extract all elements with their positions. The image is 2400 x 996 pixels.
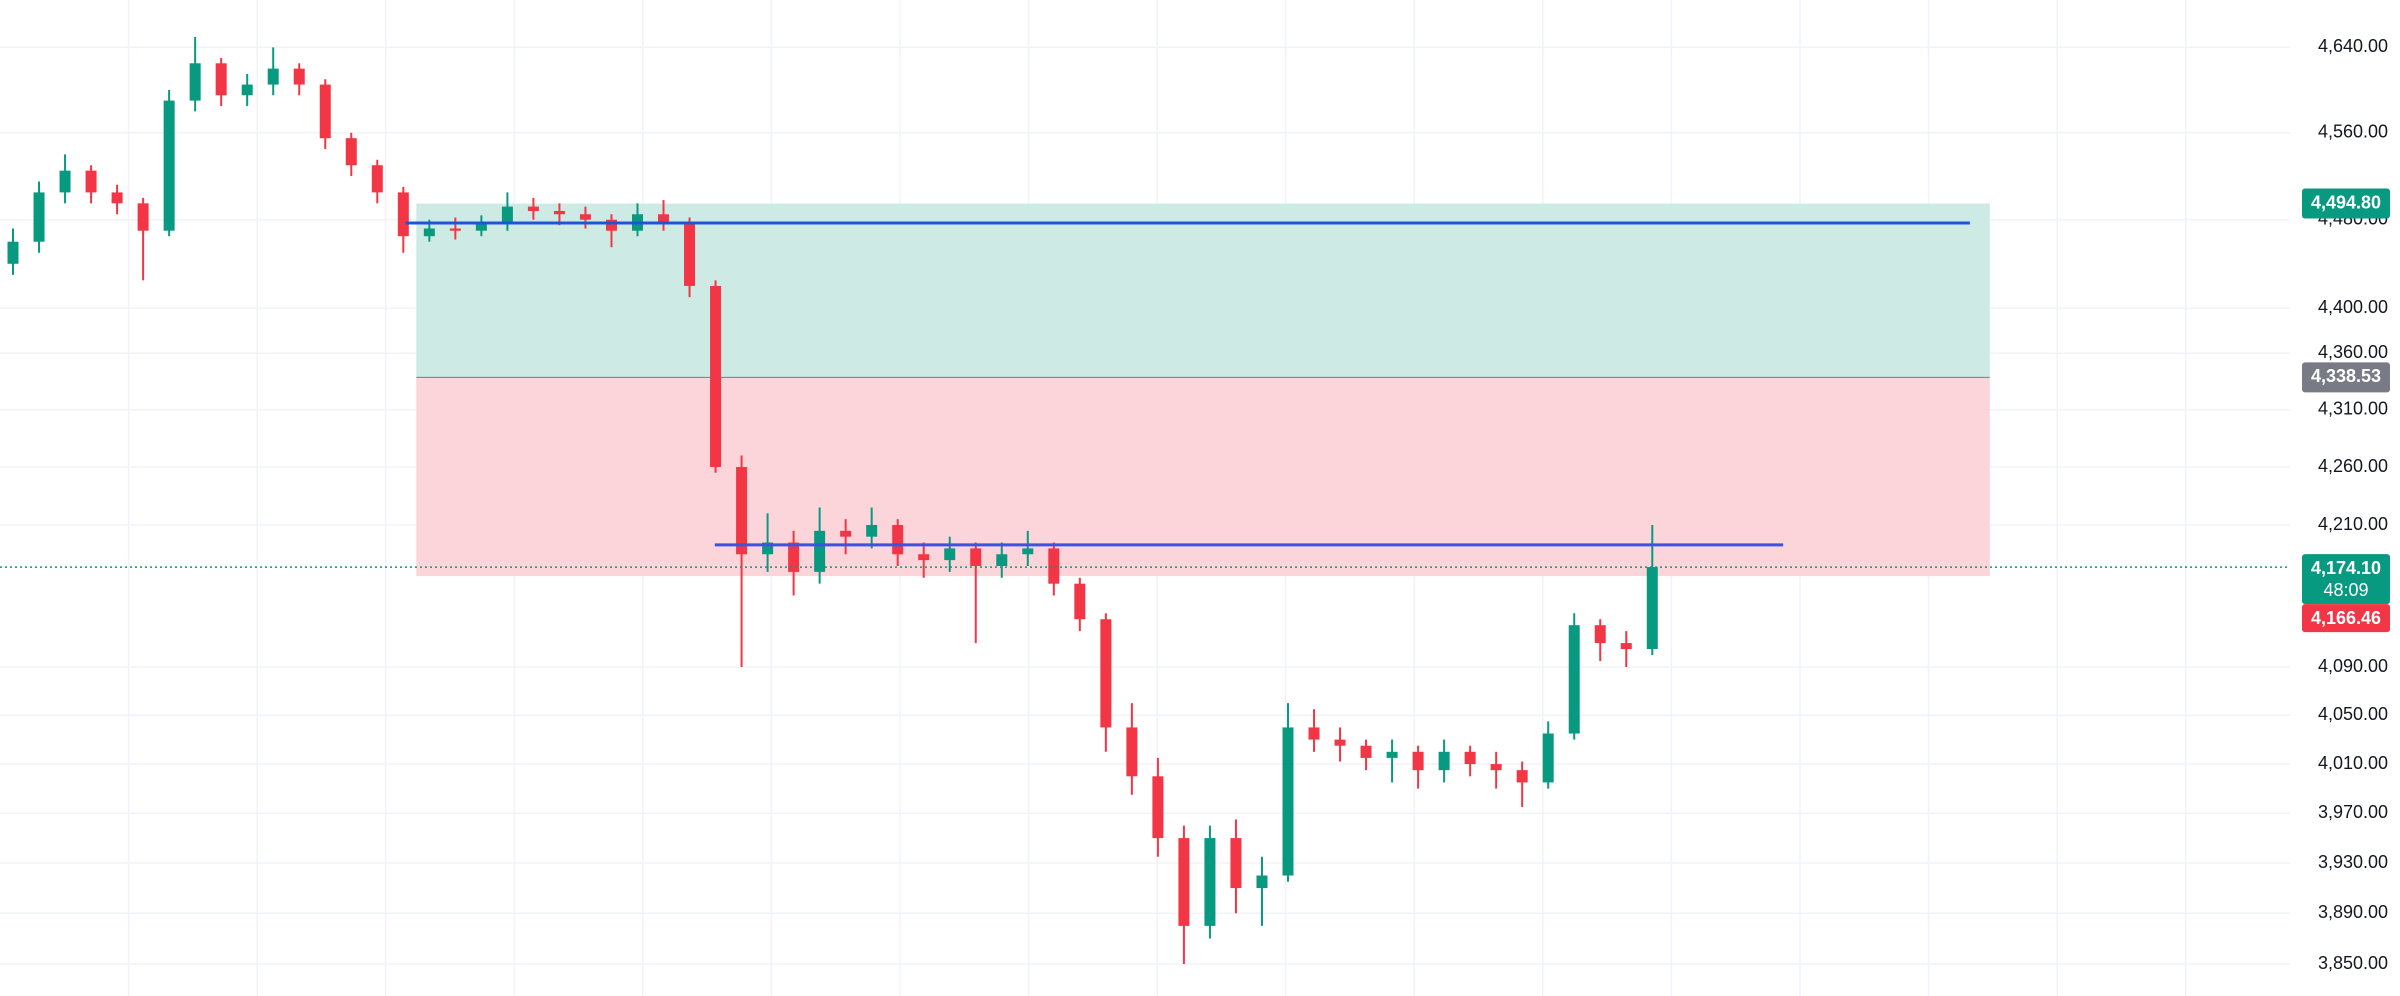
candle-body [1152,776,1164,839]
candle-body [1022,548,1034,555]
countdown: 48:09 [2323,580,2368,600]
candle-body [371,165,383,193]
y-tick-label: 3,850.00 [2318,953,2388,973]
candle-body [1620,643,1632,650]
y-tick-label: 4,640.00 [2318,36,2388,56]
y-tick-label: 4,210.00 [2318,514,2388,534]
y-tick-label: 4,010.00 [2318,753,2388,773]
candle-body [788,542,800,572]
y-tick-label: 3,970.00 [2318,802,2388,822]
candle-body [449,228,461,231]
candle-body [1282,727,1294,876]
candle-body [1646,567,1658,650]
candle-body [1360,745,1372,758]
y-tick-label: 3,890.00 [2318,902,2388,922]
candle-body [840,530,852,537]
candle-body [892,525,904,555]
entry-price-tag: 4,338.53 [2311,366,2381,386]
candle-body [814,530,826,572]
candle-body [1412,751,1424,771]
candle-body [501,206,513,222]
candle-body [241,84,253,96]
candle-body [996,554,1008,567]
y-tick-label: 4,400.00 [2318,297,2388,317]
candle-body [423,228,435,237]
candle-body [189,63,201,101]
candle-body [293,68,305,85]
candle-body [1594,625,1606,644]
candle-body [59,170,71,193]
candle-body [1308,727,1320,740]
candle-body [527,206,539,211]
y-tick-label: 4,050.00 [2318,704,2388,724]
stop-zone [416,377,1990,577]
target-price-tag: 4,494.80 [2311,192,2381,212]
candle-body [111,192,123,204]
stop-price-tag-box [2302,604,2390,633]
candle-body [1048,548,1060,584]
candle-body [1516,770,1528,783]
candle-body [137,203,149,231]
candle-body [1100,619,1112,728]
candle-body [1568,625,1580,734]
candle-body [267,68,279,85]
target-price-tag-box [2302,188,2390,219]
last-price-tag-box [2302,554,2390,605]
candle-body [397,192,409,237]
y-tick-label: 4,260.00 [2318,456,2388,476]
candle-body [762,542,774,555]
last-price-tag: 4,174.10 [2311,558,2381,578]
candle-body [553,210,565,215]
candle-body [1126,727,1138,777]
candle-body [1074,583,1086,620]
candle-body [1542,733,1554,783]
candle-body [918,554,930,561]
entry-price-tag-box [2302,362,2390,393]
y-tick-label: 3,930.00 [2318,852,2388,872]
candle-body [1178,838,1190,926]
target-zone [416,203,1990,378]
candle-body [970,548,982,567]
candle-body [1334,739,1346,746]
y-tick-label: 4,090.00 [2318,656,2388,676]
candle-body [710,285,722,468]
candle-body [658,214,670,222]
candle-body [85,170,97,193]
y-tick-label: 4,360.00 [2318,342,2388,362]
candle-body [579,214,591,220]
stop-price-tag: 4,166.46 [2311,608,2381,628]
candle-body [1230,838,1242,889]
candle-body [7,241,19,264]
candle-body [33,192,45,242]
candle-body [1464,751,1476,765]
candle-body [736,467,748,555]
candle-body [1438,751,1450,771]
candle-body [944,548,956,561]
candle-body [215,63,227,96]
candle-body [866,525,878,537]
candle-body [1204,838,1216,926]
y-tick-label: 4,560.00 [2318,122,2388,142]
candle-body [1256,875,1268,889]
candle-body [163,100,175,231]
candle-body [475,221,487,231]
y-tick-label: 4,310.00 [2318,398,2388,418]
candle-body [319,84,331,139]
candle-body [684,221,696,286]
candle-body [605,219,617,231]
candle-body [1490,764,1502,771]
candle-body [1386,751,1398,758]
candle-body [345,138,357,166]
